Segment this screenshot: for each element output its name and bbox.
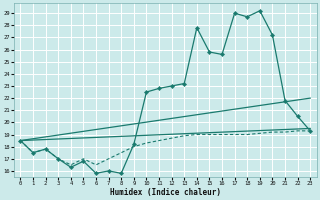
- X-axis label: Humidex (Indice chaleur): Humidex (Indice chaleur): [110, 188, 221, 197]
